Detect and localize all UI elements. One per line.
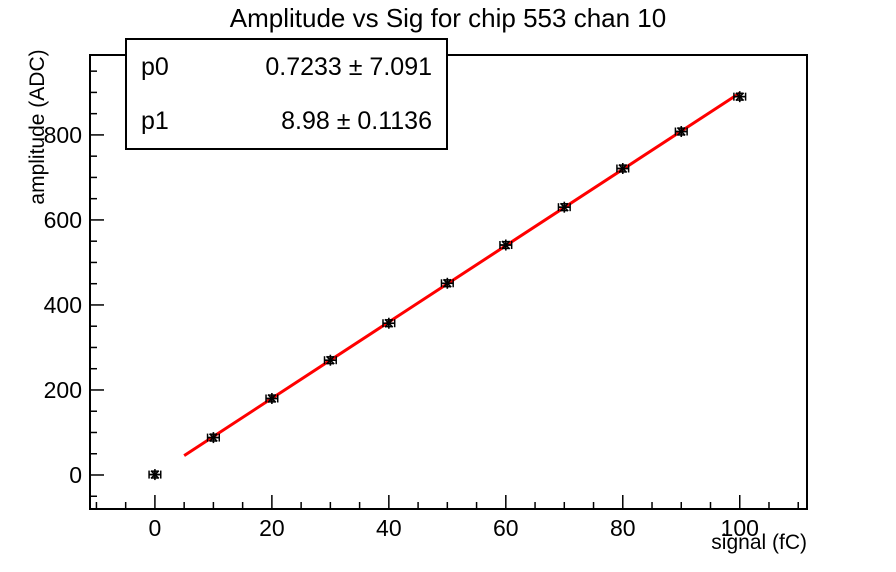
fit-stats-box: p0 0.7233 ± 7.091 p1 8.98 ± 0.1136 [125, 38, 448, 150]
plot-frame [89, 54, 808, 510]
y-axis-title: amplitude (ADC) [26, 49, 49, 204]
param-value-p1: 8.98 ± 0.1136 [281, 106, 432, 135]
y-tick-label: 200 [44, 377, 82, 403]
x-tick-label: 20 [259, 515, 285, 541]
data-point-marker [499, 239, 513, 251]
x-axis: 0 20 40 60 80 100 [95, 495, 799, 541]
data-point-marker [674, 126, 688, 138]
data-point-marker [440, 277, 454, 289]
x-tick-label: 100 [721, 515, 759, 541]
data-point-marker [323, 354, 337, 366]
data-point-marker [733, 91, 747, 103]
x-tick-label: 0 [149, 515, 162, 541]
x-tick-label: 60 [493, 515, 519, 541]
data-points [148, 91, 747, 481]
data-point-marker [265, 392, 279, 404]
param-value-p0: 0.7233 ± 7.091 [265, 52, 432, 81]
data-point-marker [206, 432, 220, 444]
param-name-p0: p0 [141, 52, 169, 81]
data-point-marker [557, 201, 571, 213]
x-tick-label: 80 [610, 515, 636, 541]
data-point-marker [616, 163, 630, 174]
stats-row-p0: p0 0.7233 ± 7.091 [127, 53, 446, 82]
y-tick-label: 0 [69, 462, 82, 488]
x-tick-label: 40 [376, 515, 402, 541]
y-tick-label: 600 [44, 207, 82, 233]
data-point-marker [148, 469, 162, 481]
chart-title: Amplitude vs Sig for chip 553 chan 10 [229, 3, 667, 33]
y-tick-label: 800 [44, 122, 82, 148]
data-point-marker [382, 317, 396, 329]
fit-line [183, 91, 741, 457]
x-axis-title: signal (fC) [711, 531, 807, 554]
y-axis: 0 200 400 600 800 [44, 70, 104, 497]
stats-row-p1: p1 8.98 ± 0.1136 [127, 107, 446, 136]
param-name-p1: p1 [141, 106, 169, 135]
y-tick-label: 400 [44, 292, 82, 318]
